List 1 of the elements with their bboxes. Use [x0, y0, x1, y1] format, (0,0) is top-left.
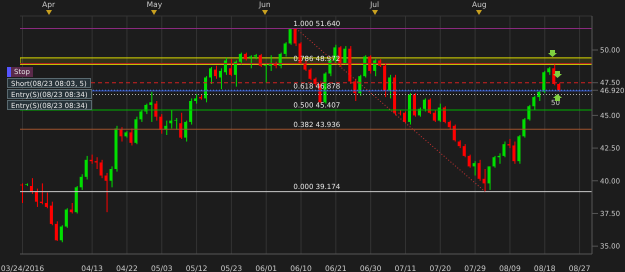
candlestick [20, 183, 23, 203]
